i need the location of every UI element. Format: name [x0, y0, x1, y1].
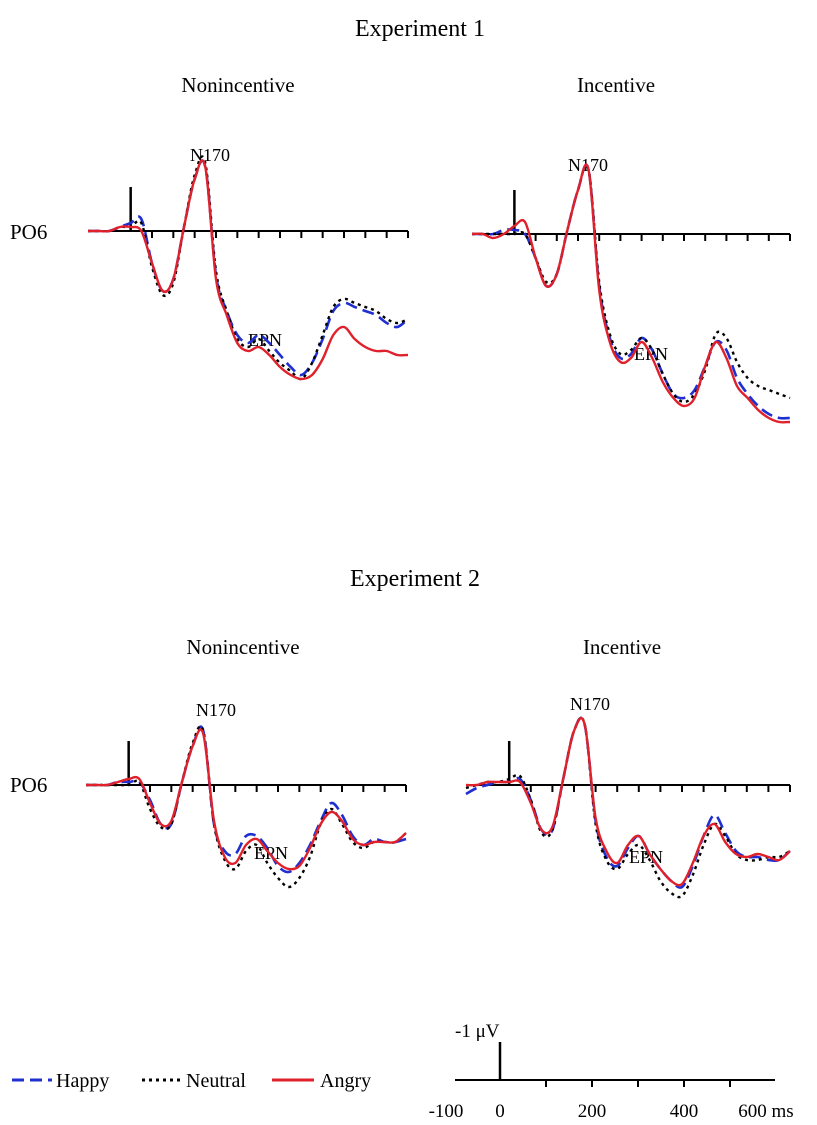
- scale-bar-tick-label: 400: [670, 1101, 699, 1122]
- panel-3-n170-label: N170: [196, 700, 236, 720]
- legend-angry-label: Angry: [320, 1070, 371, 1092]
- panel-1-channel-label: PO6: [10, 220, 47, 244]
- scale-bar-tick-label: 600 ms: [738, 1101, 793, 1122]
- erp-panel-1: [88, 155, 409, 381]
- series-line-angry: [465, 716, 791, 887]
- erp-panel-2: [471, 163, 791, 424]
- scale-bar-amplitude-label: -1 μV: [455, 1021, 500, 1042]
- panel-3-channel-label: PO6: [10, 773, 47, 797]
- panel-3-epn-label: EPN: [254, 843, 288, 863]
- erp-panel-3: [85, 724, 407, 889]
- scale-bar-tick-label: 0: [495, 1101, 505, 1122]
- series-line-happy: [88, 159, 409, 377]
- legend: Happy Neutral Angry: [12, 1070, 371, 1092]
- panel-1-condition-title: Nonincentive: [181, 73, 294, 97]
- series-line-neutral: [88, 155, 409, 381]
- panel-4-condition-title: Incentive: [583, 635, 661, 659]
- panel-2-condition-title: Incentive: [577, 73, 655, 97]
- erp-panels: [85, 155, 791, 899]
- series-line-happy: [85, 725, 407, 874]
- series-line-neutral: [85, 724, 407, 889]
- legend-happy-label: Happy: [56, 1070, 109, 1092]
- experiment-1-title: Experiment 1: [355, 16, 485, 42]
- scale-bar-tick-label: -100: [429, 1101, 464, 1122]
- series-line-happy: [472, 163, 791, 420]
- series-line-happy: [465, 716, 791, 889]
- panel-4-n170-label: N170: [570, 694, 610, 714]
- series-line-angry: [471, 163, 791, 424]
- erp-panel-4: [465, 716, 791, 899]
- legend-neutral-label: Neutral: [186, 1070, 246, 1092]
- panel-3-condition-title: Nonincentive: [186, 635, 299, 659]
- series-line-angry: [85, 728, 407, 871]
- panel-1-n170-label: N170: [190, 145, 230, 165]
- series-line-neutral: [472, 164, 791, 404]
- scale-bar-tick-label: 200: [578, 1101, 607, 1122]
- series-line-angry: [88, 159, 409, 381]
- experiment-2-title: Experiment 2: [350, 566, 480, 592]
- scale-bar: -1 μV -100 0 200 400 600 ms: [429, 1021, 794, 1122]
- series-line-neutral: [465, 716, 791, 899]
